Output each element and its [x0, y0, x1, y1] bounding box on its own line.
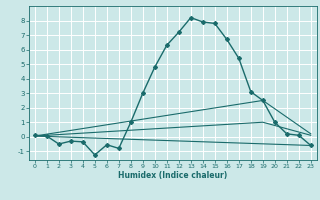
- X-axis label: Humidex (Indice chaleur): Humidex (Indice chaleur): [118, 171, 228, 180]
